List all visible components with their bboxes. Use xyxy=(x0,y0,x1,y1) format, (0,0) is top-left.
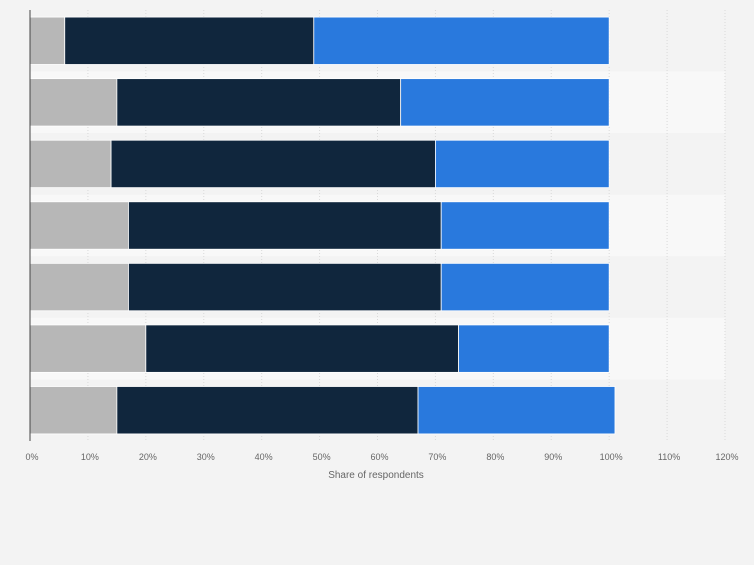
x-tick-label: 70% xyxy=(428,452,446,462)
bar-segment-3[interactable] xyxy=(313,16,610,65)
bar-segment-3[interactable] xyxy=(440,262,610,312)
x-tick-label: 30% xyxy=(197,452,215,462)
x-tick-label: 40% xyxy=(255,452,273,462)
x-tick-label: 50% xyxy=(313,452,331,462)
bar-segment-1[interactable] xyxy=(29,78,118,127)
x-tick-label: 10% xyxy=(81,452,99,462)
bar-segment-3[interactable] xyxy=(400,78,610,127)
bar-segment-3[interactable] xyxy=(458,324,610,373)
bar-segment-3[interactable] xyxy=(435,139,610,189)
bar-segment-1[interactable] xyxy=(29,262,129,312)
bar-segment-2[interactable] xyxy=(128,262,442,312)
bar-segment-2[interactable] xyxy=(110,139,436,189)
x-tick-labels: 0% 10% 20% 30% 40% 50% 60% 70% 80% 90% 100% 110% 120… xyxy=(25,452,738,462)
bar-segment-1[interactable] xyxy=(29,201,129,250)
bar-segment-2[interactable] xyxy=(64,16,315,65)
bar-segment-2[interactable] xyxy=(145,324,459,373)
bar-segment-1[interactable] xyxy=(29,386,118,435)
x-tick-label: 100% xyxy=(600,452,623,462)
bar-segment-2[interactable] xyxy=(128,201,442,250)
x-tick-label: 80% xyxy=(486,452,504,462)
x-tick-label: 20% xyxy=(139,452,157,462)
bar-segment-3[interactable] xyxy=(417,386,616,435)
x-tick-label: 90% xyxy=(544,452,562,462)
x-tick-label: 0% xyxy=(25,452,38,462)
bar-segment-1[interactable] xyxy=(29,324,147,373)
bar-marks xyxy=(29,16,616,435)
bar-segment-2[interactable] xyxy=(116,78,402,127)
bar-segment-3[interactable] xyxy=(440,201,610,250)
x-axis-label: Share of respondents xyxy=(328,470,424,481)
x-tick-label: 110% xyxy=(658,452,680,462)
bar-segment-1[interactable] xyxy=(29,16,66,65)
bar-segment-2[interactable] xyxy=(116,386,419,435)
x-tick-label: 60% xyxy=(370,452,388,462)
bar-segment-1[interactable] xyxy=(29,139,112,189)
x-tick-label: 120% xyxy=(715,452,738,462)
